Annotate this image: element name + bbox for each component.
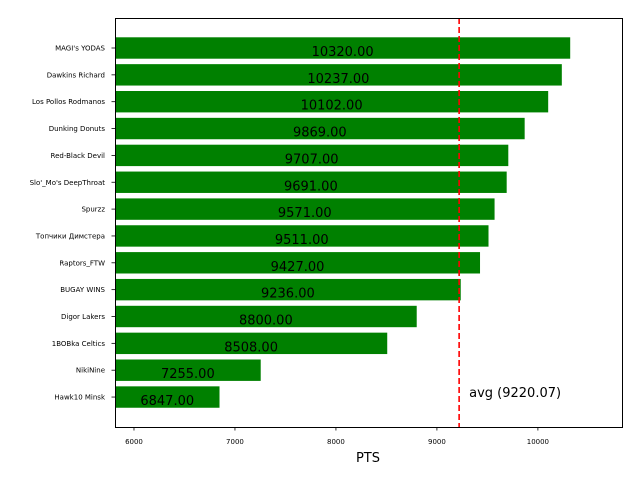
bar: [115, 305, 417, 328]
plot-frame: [115, 18, 623, 428]
y-tick-label: Spurzz: [81, 206, 105, 214]
x-tick-label: 8000: [327, 438, 345, 446]
y-tick-label: Digor Lakers: [61, 313, 105, 321]
data-label: 9691.00: [284, 179, 338, 194]
y-tick-label: Dawkins Richard: [47, 71, 105, 79]
data-label: 8800.00: [239, 314, 293, 329]
y-tick-label: Dunking Donuts: [49, 125, 106, 133]
x-tick-label: 7000: [226, 438, 244, 446]
bar: [115, 91, 549, 113]
bar: [115, 225, 489, 247]
data-label: 8508.00: [224, 340, 278, 355]
bar: [115, 386, 220, 408]
data-label: 9427.00: [271, 260, 325, 275]
bar: [115, 171, 507, 193]
data-label: 9571.00: [278, 206, 332, 221]
data-label: 10102.00: [301, 99, 363, 114]
y-tick-label: NikiNine: [76, 367, 105, 375]
data-label: 6847.00: [140, 394, 194, 409]
data-label: 7255.00: [161, 367, 215, 382]
x-tick-label: 9000: [428, 438, 446, 446]
average-label: avg (9220.07): [469, 386, 561, 401]
x-tick-label: 10000: [527, 438, 549, 446]
y-tick-label: MAGI's YODAS: [55, 45, 105, 53]
y-tick-label: Slo'_Mo's DeepThroat: [30, 179, 106, 187]
y-tick-label: 1BOBka Celtics: [52, 340, 106, 348]
bar: [115, 332, 388, 355]
bar: [115, 252, 481, 274]
y-tick-label: Red-Black Devil: [51, 152, 106, 160]
data-label: 9236.00: [261, 287, 315, 302]
y-tick-label: Hawk10 Minsk: [54, 394, 106, 402]
x-tick-label: 6000: [125, 438, 143, 446]
bar: [115, 198, 495, 220]
x-axis-label: PTS: [356, 451, 380, 466]
plot-area: [115, 18, 622, 427]
bar: [115, 64, 562, 86]
y-tick-label: Los Pollos Rodmanos: [32, 98, 105, 106]
bar: [115, 117, 525, 140]
bar: [115, 359, 261, 381]
data-label: 9869.00: [293, 126, 347, 141]
data-label: 9707.00: [285, 152, 339, 167]
data-label: 9511.00: [275, 233, 329, 248]
bar: [115, 278, 461, 301]
bar: [115, 37, 571, 59]
data-label: 10320.00: [312, 45, 374, 60]
data-label: 10237.00: [307, 72, 369, 87]
y-tick-label: Raptors_FTW: [59, 259, 105, 267]
y-tick-label: BUGAY WINS: [60, 286, 105, 294]
y-tick-label: Топчики Димстера: [35, 232, 105, 240]
bar: [115, 144, 509, 167]
